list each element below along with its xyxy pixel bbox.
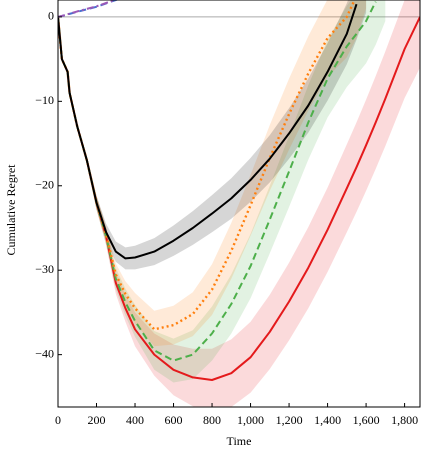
x-tick-label: 1,200 xyxy=(276,413,303,427)
x-tick-label: 1,000 xyxy=(237,413,264,427)
confidence-band xyxy=(58,0,420,407)
x-tick-label: 400 xyxy=(126,413,144,427)
x-tick-label: 0 xyxy=(55,413,61,427)
y-tick-label: 0 xyxy=(48,9,54,23)
x-tick-label: 1,400 xyxy=(314,413,341,427)
x-tick-label: 600 xyxy=(165,413,183,427)
plot-frame xyxy=(57,0,421,408)
x-axis-label: Time xyxy=(227,434,252,448)
series-line xyxy=(58,0,118,18)
y-tick-label: −20 xyxy=(35,178,54,192)
x-tick-label: 1,600 xyxy=(353,413,380,427)
x-tick-label: 800 xyxy=(203,413,221,427)
y-axis-label: Cumulative Regret xyxy=(4,164,18,256)
series-line xyxy=(58,3,358,260)
y-tick-label: −10 xyxy=(35,93,54,107)
y-tick-label: −30 xyxy=(35,262,54,276)
x-tick-label: 200 xyxy=(88,413,106,427)
x-tick-label: 1,800 xyxy=(391,413,418,427)
y-tick-label: −40 xyxy=(35,346,54,360)
confidence-band xyxy=(58,0,367,347)
plot-area xyxy=(58,0,420,407)
